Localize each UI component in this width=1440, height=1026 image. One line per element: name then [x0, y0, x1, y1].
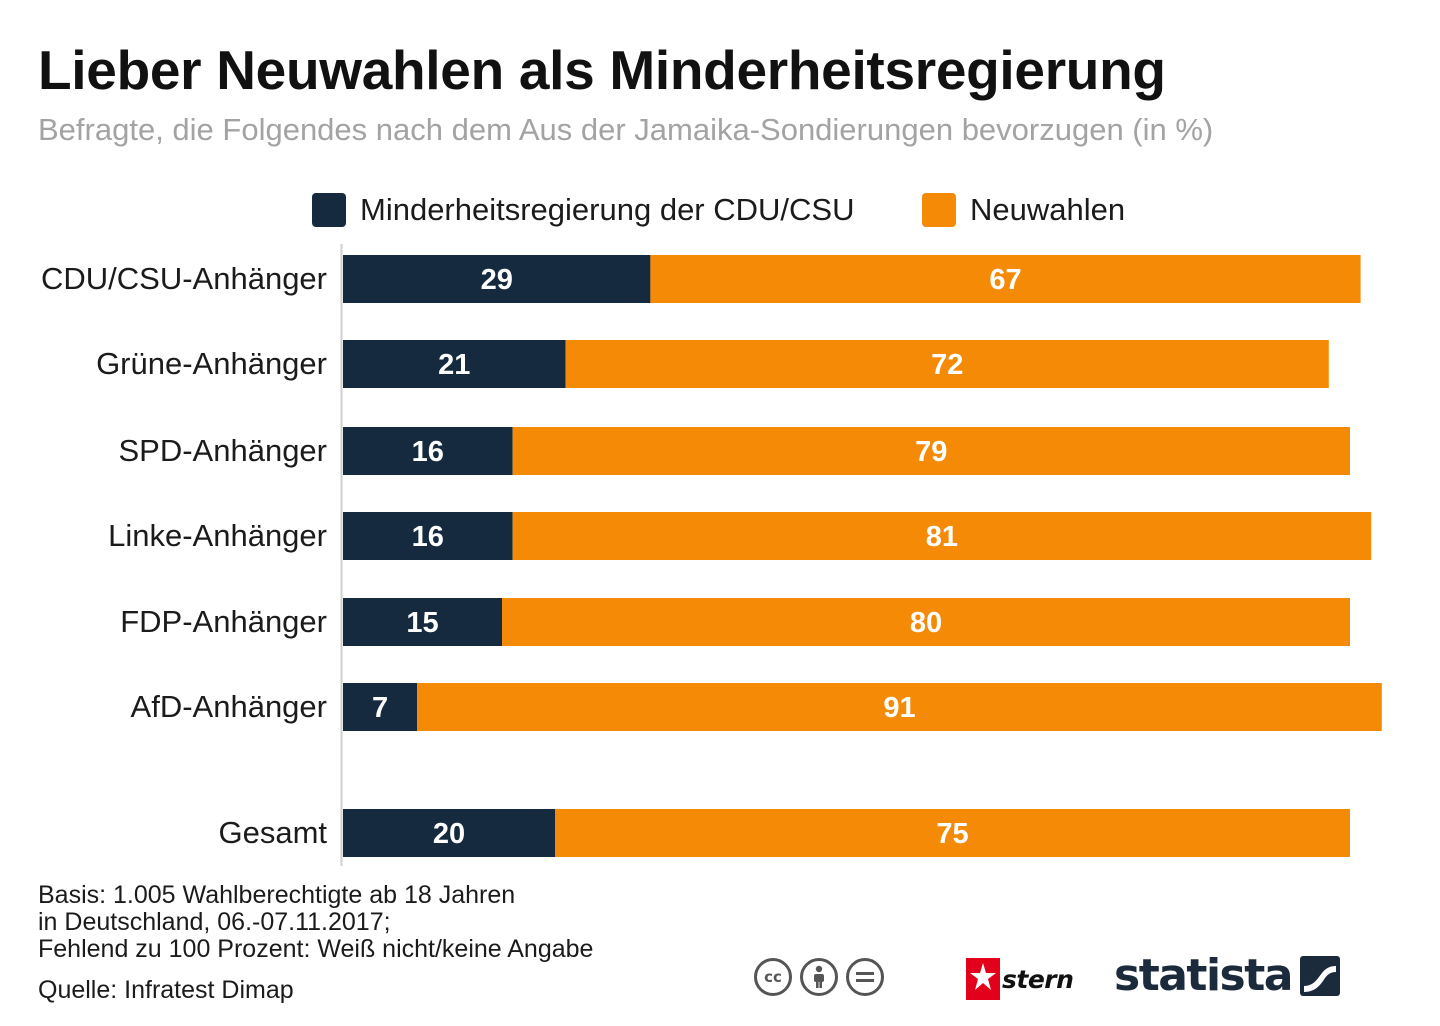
bar-minority	[343, 809, 555, 857]
stern-logo: stern	[966, 958, 1074, 1000]
bar-minority	[343, 598, 502, 646]
bar-new-elections	[512, 427, 1350, 475]
value-label-minority: 20	[433, 818, 465, 850]
bar-new-elections	[417, 683, 1382, 731]
legend-label-new-elections: Neuwahlen	[970, 192, 1126, 227]
stacked-bar-chart: CDU/CSU-Anhänger 29 67 Grüne-Anhänger 21 72 SP…	[41, 244, 1382, 866]
statista-mark-icon	[1299, 955, 1340, 996]
category-label: AfD-Anhänger	[131, 689, 327, 724]
bar-new-elections	[565, 340, 1329, 388]
category-label: Linke-Anhänger	[108, 518, 327, 553]
legend-item-minority: Minderheitsregierung der CDU/CSU	[312, 190, 854, 230]
value-label-new-elections: 79	[915, 436, 947, 468]
legend-label-minority: Minderheitsregierung der CDU/CSU	[360, 192, 855, 227]
nd-icon	[846, 958, 884, 996]
bar-minority	[343, 255, 651, 303]
legend-swatch-minority	[312, 193, 346, 227]
value-label-minority: 21	[438, 349, 470, 381]
value-label-minority: 7	[372, 692, 388, 724]
bar-minority	[343, 340, 566, 388]
cc-icon: cc	[754, 958, 792, 996]
bar-minority	[343, 683, 418, 731]
footnote-line: Fehlend zu 100 Prozent: Weiß nicht/keine…	[38, 935, 594, 963]
value-label-new-elections: 75	[936, 818, 968, 850]
chart-subtitle: Befragte, die Folgendes nach dem Aus der…	[38, 112, 1214, 147]
category-label: SPD-Anhänger	[118, 433, 327, 468]
legend-swatch-new-elections	[922, 193, 956, 227]
statista-wordmark: statista	[1114, 950, 1293, 1001]
value-label-minority: 16	[412, 436, 444, 468]
by-icon	[800, 958, 838, 996]
value-label-minority: 15	[406, 607, 438, 639]
bar-new-elections	[650, 255, 1361, 303]
source-note: Quelle: Infratest Dimap	[38, 976, 294, 1004]
value-label-new-elections: 81	[926, 521, 958, 553]
license-icons: cc	[754, 958, 884, 996]
category-label: Gesamt	[218, 815, 327, 850]
legend-item-new-elections: Neuwahlen	[922, 190, 1125, 230]
footnotes: Basis: 1.005 Wahlberechtigte ab 18 Jahre…	[38, 882, 593, 963]
stern-wordmark: stern	[1002, 964, 1074, 994]
value-label-new-elections: 80	[910, 607, 942, 639]
value-label-new-elections: 72	[931, 349, 963, 381]
value-label-minority: 29	[481, 264, 513, 296]
bar-new-elections	[555, 809, 1350, 857]
value-label-new-elections: 91	[883, 692, 915, 724]
value-label-new-elections: 67	[989, 264, 1021, 296]
bar-minority	[343, 427, 513, 475]
bar-new-elections	[502, 598, 1350, 646]
category-label: CDU/CSU-Anhänger	[41, 261, 327, 296]
stern-star-icon	[966, 958, 1000, 1000]
value-label-minority: 16	[412, 521, 444, 553]
footnote-line: in Deutschland, 06.-07.11.2017;	[38, 908, 391, 936]
category-label: Grüne-Anhänger	[96, 346, 327, 381]
statista-logo: statista	[1114, 950, 1340, 1001]
bar-new-elections	[512, 512, 1372, 560]
legend: Minderheitsregierung der CDU/CSU Neuwahl…	[0, 190, 1440, 230]
category-label: FDP-Anhänger	[120, 604, 327, 639]
footnote-line: Basis: 1.005 Wahlberechtigte ab 18 Jahre…	[38, 881, 516, 909]
chart-title: Lieber Neuwahlen als Minderheitsregierun…	[38, 39, 1166, 101]
bar-minority	[343, 512, 513, 560]
